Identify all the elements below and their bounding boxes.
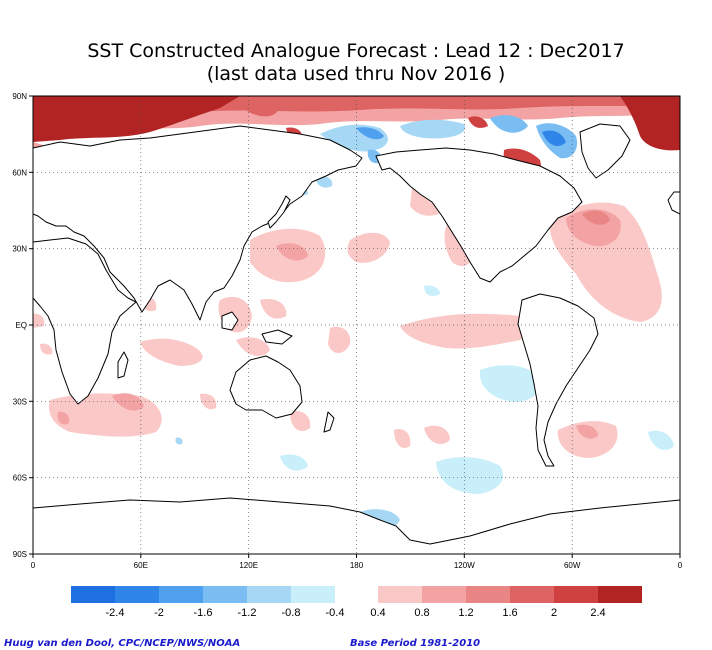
borneo-outline (221, 311, 239, 331)
new-zealand-outline (323, 411, 335, 433)
lon-label-0: 0 (31, 561, 36, 570)
colorbar-negative (71, 586, 335, 603)
credit-text: Huug van den Dool, CPC/NCEP/NWS/NOAA (4, 638, 241, 649)
south-america-outline (517, 293, 599, 467)
colorbar-swatch-pos-2 (422, 586, 466, 603)
lon-label-0-east: 0 (678, 561, 683, 570)
north-america-outline (375, 147, 583, 283)
lon-label-60w: 60W (564, 561, 581, 570)
africa-outline (33, 237, 137, 405)
eurasia-outline (33, 125, 363, 321)
sst-anomaly-map: 90N 60N 30N EQ 30S 60S 90S 0 60E 120E 18… (12, 92, 683, 619)
colorbar-label-neg-2.4: -2.4 (106, 607, 125, 619)
continent-outlines (33, 123, 680, 554)
colorbar-label-neg-1.2: -1.2 (238, 607, 257, 619)
colorbar-label-neg-1.6: -1.6 (194, 607, 213, 619)
map-subtitle: (last data used thru Nov 2016 ) (206, 63, 506, 85)
colorbar-swatch-pos-3 (466, 586, 510, 603)
base-period-text: Base Period 1981-2010 (350, 638, 481, 649)
colorbar-label-pos-1.2: 1.2 (458, 607, 473, 619)
lon-label-120w: 120W (454, 561, 475, 570)
uk-outline (667, 191, 680, 215)
colorbar-positive (378, 586, 642, 603)
colorbar-label-neg-0.8: -0.8 (282, 607, 301, 619)
madagascar-outline (117, 351, 129, 379)
lat-label-eq: EQ (15, 321, 27, 330)
australia-outline (229, 355, 303, 419)
colorbar-swatch-neg-6 (291, 586, 335, 603)
lat-label-60n: 60N (12, 168, 27, 177)
colorbar-swatch-pos-5 (554, 586, 598, 603)
colorbar-label-neg-0.4: -0.4 (326, 607, 345, 619)
lat-label-60s: 60S (13, 474, 27, 483)
colorbar-swatch-neg-2 (115, 586, 159, 603)
map-title: SST Constructed Analogue Forecast : Lead… (87, 40, 625, 62)
colorbar-swatch-neg-4 (203, 586, 247, 603)
lat-label-30s: 30S (13, 397, 27, 406)
greenland-outline (579, 123, 631, 179)
lon-label-120e: 120E (239, 561, 258, 570)
graticule (33, 96, 680, 554)
colorbar-swatch-pos-4 (510, 586, 554, 603)
axis-ticks (29, 95, 681, 558)
new-guinea-outline (261, 329, 293, 345)
colorbar-swatch-pos-6 (598, 586, 642, 603)
colorbar-label-pos-2.4: 2.4 (590, 607, 605, 619)
lon-label-180: 180 (350, 561, 364, 570)
colorbar-label-pos-0.4: 0.4 (370, 607, 385, 619)
colorbar-swatch-neg-3 (159, 586, 203, 603)
colorbar-label-pos-0.8: 0.8 (414, 607, 429, 619)
colorbar-label-pos-2: 2 (551, 607, 557, 619)
antarctica-outline (33, 497, 680, 554)
lat-label-30n: 30N (12, 245, 27, 254)
lat-label-90s: 90S (13, 550, 27, 559)
lat-label-90n: 90N (12, 92, 27, 101)
tropical-warm-anomaly (33, 295, 618, 458)
colorbar-swatch-neg-1 (71, 586, 115, 603)
north-atlantic-warm-anomaly (549, 202, 662, 322)
colorbar: -2.4 -2 -1.6 -1.2 -0.8 -0.4 0.4 0.8 1.2 … (71, 586, 642, 619)
lon-label-60e: 60E (134, 561, 148, 570)
japan-outline (267, 195, 291, 229)
colorbar-label-neg-2: -2 (154, 607, 164, 619)
colorbar-label-pos-1.6: 1.6 (502, 607, 517, 619)
colorbar-swatch-neg-5 (247, 586, 291, 603)
colorbar-swatch-pos-1 (378, 586, 422, 603)
